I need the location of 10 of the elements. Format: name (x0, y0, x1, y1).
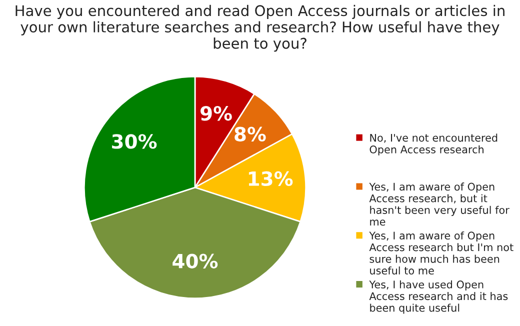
legend-label: No, I've not encountered Open Access research (370, 134, 498, 156)
legend-label: Yes, I am aware of Open Access research but I'm not sure how much has been useful to me (369, 231, 514, 275)
legend-label: Yes, I have used Open Access research and it has been quite useful (369, 280, 508, 314)
chart-title: Have you encountered and read Open Access journals or articles in your own literature searches and research? How useful have they been to you? (16, 4, 504, 52)
data-label: 8% (234, 126, 266, 142)
data-label: 30% (112, 134, 157, 149)
data-label: 13% (248, 171, 293, 186)
data-label: 9% (200, 106, 232, 121)
legend-label: Yes, I am aware of Open Access research, but it hasn't been very useful for me (369, 182, 510, 226)
data-label: 40% (172, 254, 218, 268)
